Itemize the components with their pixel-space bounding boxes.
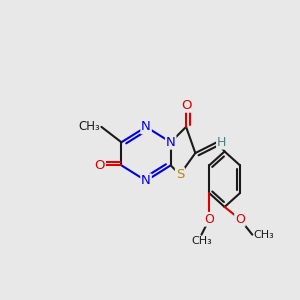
Text: CH₃: CH₃	[254, 230, 274, 240]
Text: CH₃: CH₃	[191, 236, 212, 246]
Text: H: H	[217, 136, 226, 149]
Text: O: O	[181, 99, 191, 112]
Text: O: O	[94, 159, 105, 172]
Text: N: N	[166, 136, 175, 149]
Text: S: S	[176, 168, 184, 181]
Text: O: O	[235, 213, 245, 226]
Text: CH₃: CH₃	[78, 120, 100, 134]
Text: O: O	[204, 213, 214, 226]
Text: N: N	[141, 174, 151, 187]
Text: N: N	[141, 120, 151, 134]
